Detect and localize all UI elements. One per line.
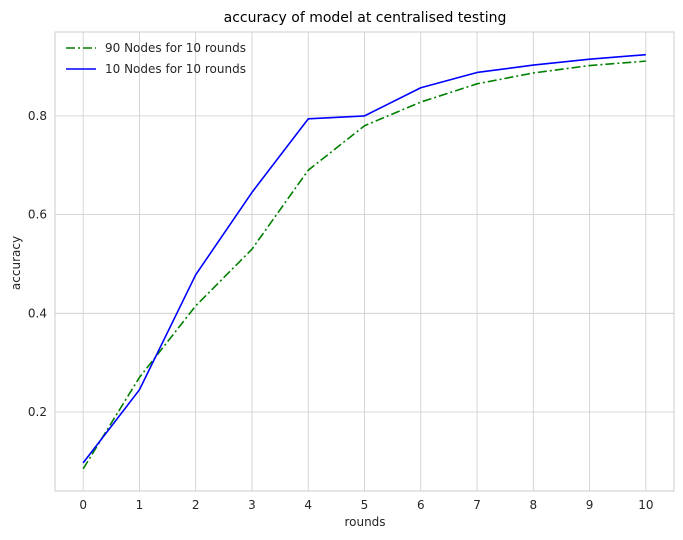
y-tick-label: 0.6 (28, 208, 47, 222)
chart-title: accuracy of model at centralised testing (224, 10, 507, 26)
x-tick-label: 6 (417, 498, 425, 512)
ticks: 0 1 2 3 4 5 6 7 8 9 10 0.2 0.4 0.6 0.8 (28, 109, 654, 512)
series-line-1 (82, 53, 646, 464)
y-axis-label: accuracy (9, 236, 23, 290)
x-tick-label: 1 (136, 498, 144, 512)
x-tick-label: 2 (192, 498, 200, 512)
y-tick-label: 0.4 (28, 306, 47, 320)
x-tick-label: 10 (638, 498, 653, 512)
y-tick-label: 0.8 (28, 109, 47, 123)
x-tick-label: 4 (304, 498, 312, 512)
grid (55, 32, 674, 491)
series-line-0 (82, 60, 646, 470)
x-tick-label: 0 (79, 498, 87, 512)
x-tick-label: 7 (473, 498, 481, 512)
legend-label-1: 10 Nodes for 10 rounds (105, 62, 246, 76)
plot-frame (54, 31, 675, 492)
y-tick-label: 0.2 (28, 405, 47, 419)
x-tick-label: 3 (248, 498, 256, 512)
x-tick-label: 5 (361, 498, 369, 512)
x-axis-label: rounds (344, 515, 385, 529)
x-tick-label: 8 (529, 498, 537, 512)
legend-label-0: 90 Nodes for 10 rounds (105, 41, 246, 55)
legend: 90 Nodes for 10 rounds 10 Nodes for 10 ro… (66, 41, 246, 76)
series (82, 53, 646, 470)
x-tick-label: 9 (586, 498, 594, 512)
